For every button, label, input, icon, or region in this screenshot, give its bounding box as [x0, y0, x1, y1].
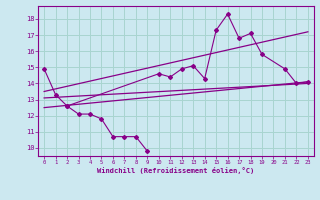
X-axis label: Windchill (Refroidissement éolien,°C): Windchill (Refroidissement éolien,°C) — [97, 167, 255, 174]
